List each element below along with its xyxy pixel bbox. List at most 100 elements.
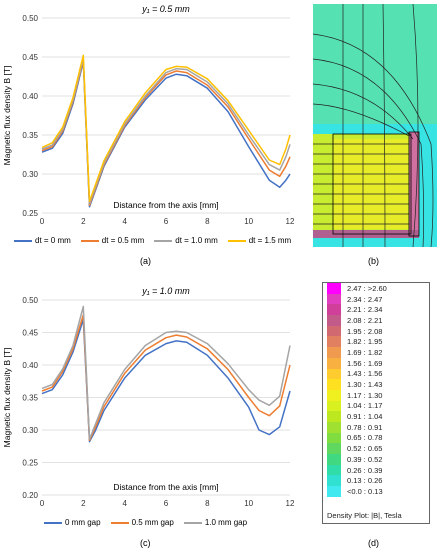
colorbar-label: 2.08 : 2.21 <box>347 315 383 325</box>
panel-label-d: (d) <box>368 538 379 548</box>
colorbar-swatch <box>327 411 341 422</box>
colorbar-swatch <box>327 443 341 454</box>
legend-label: dt = 1.5 mm <box>248 236 292 245</box>
x-tick-label: 12 <box>286 217 295 226</box>
colorbar-swatch <box>327 379 341 390</box>
colorbar-swatch <box>327 464 341 476</box>
colorbar-swatch <box>327 421 341 433</box>
legend-label: dt = 0.5 mm <box>101 236 145 245</box>
y-tick-label: 0.35 <box>22 131 38 140</box>
legend-item: 1.0 mm gap <box>183 518 247 527</box>
colorbar-swatch <box>327 432 341 444</box>
y-tick-label: 0.25 <box>22 209 38 218</box>
x-tick-label: 0 <box>40 499 45 508</box>
x-tick-label: 2 <box>81 217 86 226</box>
panel-label-b: (b) <box>368 256 379 266</box>
y-tick-label: 0.40 <box>22 361 38 370</box>
legend-swatch <box>183 521 202 524</box>
y-tick-label: 0.30 <box>22 426 38 435</box>
y-tick-label: 0.20 <box>22 491 38 500</box>
colorbar-label: 1.69 : 1.82 <box>347 347 383 357</box>
colorbar-swatch <box>327 293 341 305</box>
legend-item: dt = 1.5 mm <box>227 236 292 245</box>
legend-label: 0.5 mm gap <box>131 518 174 527</box>
field-plot-svg <box>313 4 437 247</box>
y-tick-label: 0.30 <box>22 170 38 179</box>
y-tick-label: 0.35 <box>22 394 38 403</box>
panel-label-a: (a) <box>140 256 151 266</box>
colorbar-label: 1.56 : 1.69 <box>347 358 383 368</box>
colorbar-entry: 1.82 : 1.95 <box>323 336 429 348</box>
x-tick-label: 4 <box>122 217 127 226</box>
x-tick-label: 6 <box>164 217 169 226</box>
colorbar-entry: <0.0 : 0.13 <box>323 486 429 497</box>
series-line-3 <box>41 305 291 440</box>
legend-a: dt = 0 mm dt = 0.5 mm dt = 1.0 mm dt = 1.5 … <box>14 236 291 245</box>
legend-swatch <box>110 521 129 524</box>
colorbar-label: 2.21 : 2.34 <box>347 305 383 315</box>
y-tick-label: 0.45 <box>22 53 38 62</box>
y-axis-label: Magnetic flux density B [T] <box>2 348 12 448</box>
colorbar-label: 0.65 : 0.78 <box>347 433 383 443</box>
legend-swatch <box>14 239 32 242</box>
colorbar-swatch <box>327 389 341 401</box>
colorbar-swatch <box>327 304 341 316</box>
y-tick-label: 0.50 <box>22 296 38 305</box>
colorbar-entry: 2.21 : 2.34 <box>323 304 429 316</box>
colorbar-label: 2.47 : >2.60 <box>347 283 387 293</box>
series-line-2 <box>41 59 291 206</box>
legend-item: 0.5 mm gap <box>110 518 174 527</box>
colorbar-title: Density Plot: |B|, Tesla <box>327 511 402 520</box>
legend-swatch <box>44 521 62 524</box>
legend-swatch <box>227 239 246 242</box>
colorbar-entry: 2.08 : 2.21 <box>323 315 429 326</box>
colorbar-label: 1.82 : 1.95 <box>347 337 383 347</box>
colorbar-swatch <box>327 336 341 348</box>
x-tick-label: 0 <box>40 217 45 226</box>
x-tick-label: 8 <box>205 217 210 226</box>
legend-item: dt = 0 mm <box>14 236 71 245</box>
colorbar-entry: 1.17 : 1.30 <box>323 389 429 401</box>
colorbar-entry: 0.65 : 0.78 <box>323 432 429 444</box>
colorbar-swatch <box>327 486 341 497</box>
colorbar: 2.47 : >2.60 2.34 : 2.47 2.21 : 2.34 2.08 :… <box>322 282 430 524</box>
colorbar-label: 0.39 : 0.52 <box>347 454 383 464</box>
colorbar-entry: 1.43 : 1.56 <box>323 368 429 380</box>
colorbar-swatch <box>327 325 341 337</box>
legend-swatch <box>154 239 173 242</box>
colorbar-label: 0.26 : 0.39 <box>347 465 383 475</box>
colorbar-entry: 1.30 : 1.43 <box>323 379 429 390</box>
series-line-2 <box>41 314 291 442</box>
colorbar-swatch <box>327 347 341 358</box>
colorbar-entry: 0.52 : 0.65 <box>323 443 429 454</box>
colorbar-label: 0.91 : 1.04 <box>347 412 383 422</box>
colorbar-entry: 0.78 : 0.91 <box>323 421 429 433</box>
chart-title: y₁ = 0.5 mm <box>141 4 190 14</box>
x-tick-label: 4 <box>122 499 127 508</box>
colorbar-swatch <box>327 454 341 465</box>
colorbar-entry: 1.95 : 2.08 <box>323 325 429 337</box>
chart-a: 0.25 0.30 0.35 0.40 0.45 0.50 0 2 4 6 8 10 12 y₁ = 0.… <box>2 4 295 226</box>
legend-c: 0 mm gap 0.5 mm gap 1.0 mm gap <box>44 518 247 527</box>
legend-label: 0 mm gap <box>65 518 101 527</box>
x-axis-label: Distance from the axis [mm] <box>113 482 218 492</box>
x-tick-label: 2 <box>81 499 86 508</box>
panel-label-c: (c) <box>140 538 151 548</box>
colorbar-entry: 2.47 : >2.60 <box>323 283 429 294</box>
colorbar-label: 0.13 : 0.26 <box>347 476 383 486</box>
colorbar-entry: 0.91 : 1.04 <box>323 411 429 422</box>
series-line-4 <box>41 54 291 203</box>
chart-title: y₁ = 1.0 mm <box>141 286 190 296</box>
x-tick-label: 6 <box>164 499 169 508</box>
colorbar-swatch <box>327 400 341 412</box>
series-line-1 <box>41 318 291 443</box>
legend-item: dt = 0.5 mm <box>80 236 145 245</box>
y-tick-label: 0.45 <box>22 329 38 338</box>
legend-label: dt = 0 mm <box>35 236 71 245</box>
colorbar-entry: 0.39 : 0.52 <box>323 454 429 465</box>
x-tick-label: 8 <box>205 499 210 508</box>
colorbar-label: 1.95 : 2.08 <box>347 326 383 336</box>
legend-swatch <box>80 239 99 242</box>
y-tick-label: 0.40 <box>22 92 38 101</box>
colorbar-label: 1.04 : 1.17 <box>347 401 383 411</box>
